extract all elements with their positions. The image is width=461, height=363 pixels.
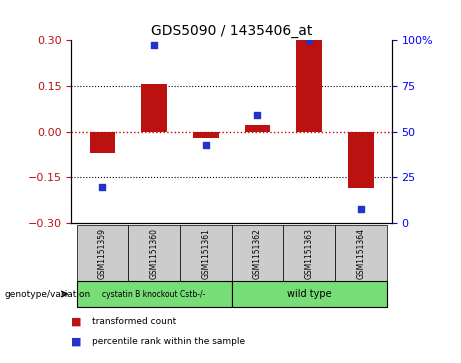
Bar: [335, 225, 387, 281]
Text: wild type: wild type: [287, 289, 331, 299]
Bar: [141, 84, 167, 132]
Bar: [77, 225, 128, 281]
Bar: [231, 281, 387, 307]
Text: GSM1151359: GSM1151359: [98, 228, 107, 279]
Bar: [296, 40, 322, 132]
Point: [357, 207, 365, 212]
Point: [99, 184, 106, 189]
Bar: [89, 132, 115, 153]
Point: [150, 42, 158, 48]
Text: GSM1151360: GSM1151360: [150, 228, 159, 279]
Bar: [348, 132, 374, 188]
Text: GSM1151362: GSM1151362: [253, 228, 262, 279]
Text: genotype/variation: genotype/variation: [5, 290, 91, 298]
Bar: [284, 225, 335, 281]
Point: [254, 112, 261, 118]
Text: GSM1151361: GSM1151361: [201, 228, 210, 279]
Point: [202, 142, 209, 148]
Bar: [231, 225, 284, 281]
Text: cystatin B knockout Cstb-/-: cystatin B knockout Cstb-/-: [102, 290, 206, 298]
Text: transformed count: transformed count: [92, 317, 177, 326]
Point: [306, 37, 313, 43]
Bar: [180, 225, 231, 281]
Title: GDS5090 / 1435406_at: GDS5090 / 1435406_at: [151, 24, 313, 37]
Text: ■: ■: [71, 336, 82, 346]
Bar: [77, 281, 231, 307]
Text: GSM1151363: GSM1151363: [305, 228, 313, 279]
Text: percentile rank within the sample: percentile rank within the sample: [92, 337, 245, 346]
Bar: [193, 132, 219, 138]
Text: GSM1151364: GSM1151364: [356, 228, 366, 279]
Bar: [245, 126, 271, 132]
Bar: [128, 225, 180, 281]
Text: ■: ■: [71, 316, 82, 326]
